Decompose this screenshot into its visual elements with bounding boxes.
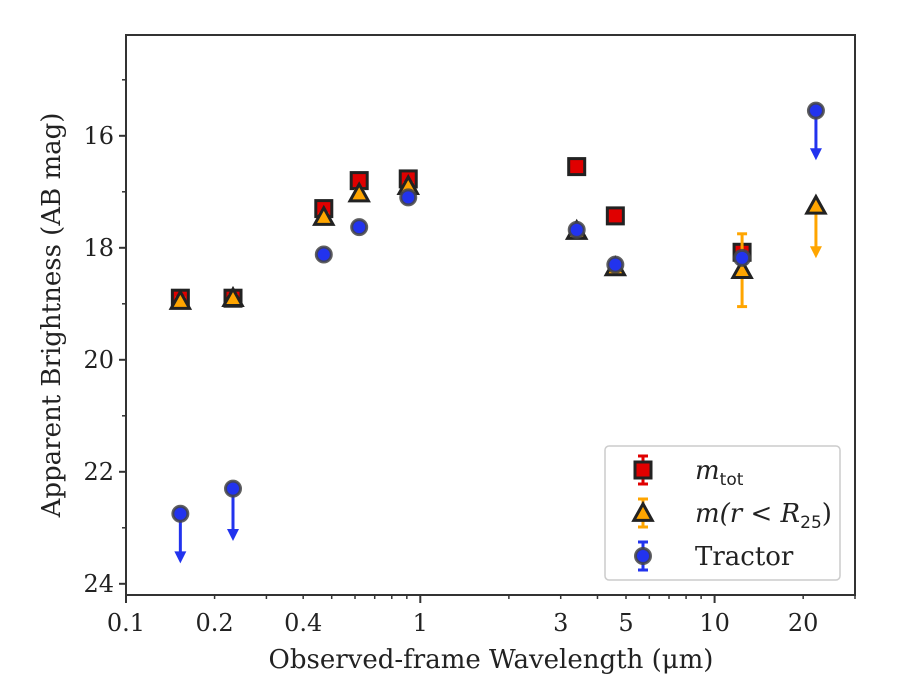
series-tractor-point bbox=[350, 218, 369, 237]
legend-item-mtot-marker bbox=[633, 460, 653, 480]
x-tick-label: 20 bbox=[788, 609, 819, 637]
x-tick-label: 0.1 bbox=[107, 609, 145, 637]
series-m-r25-point bbox=[804, 193, 828, 215]
series-mtot bbox=[170, 157, 752, 308]
x-tick-label: 0.4 bbox=[284, 609, 322, 637]
series-tractor-arrow-head bbox=[809, 148, 822, 161]
series-tractor-arrow-head bbox=[174, 551, 187, 564]
y-tick-label: 20 bbox=[83, 346, 114, 374]
series-m-r25-point bbox=[168, 288, 193, 310]
x-tick-label: 10 bbox=[699, 609, 730, 637]
series-m-r25-point bbox=[312, 204, 336, 226]
series-tractor bbox=[171, 101, 825, 564]
legend-item-m-r25: m(r < R25) bbox=[631, 497, 832, 533]
series-m-r25-arrow-head bbox=[809, 246, 822, 259]
legend-box bbox=[604, 445, 841, 581]
series-m-r25-point bbox=[221, 285, 245, 308]
x-tick-label: 1 bbox=[413, 609, 428, 637]
series-tractor-point bbox=[606, 255, 625, 274]
legend-item-tractor-marker bbox=[634, 547, 652, 565]
series-mtot-point bbox=[605, 206, 625, 226]
series-tractor-point bbox=[567, 220, 586, 239]
x-tick-label: 0.2 bbox=[196, 609, 234, 637]
x-tick-label: 3 bbox=[553, 609, 568, 637]
series-m-r25-point bbox=[347, 181, 371, 203]
legend-item-m-r25-marker bbox=[631, 500, 655, 522]
y-tick-label: 22 bbox=[83, 458, 114, 486]
y-tick-label: 18 bbox=[83, 234, 114, 262]
series-tractor-point bbox=[399, 188, 418, 207]
axes: 16 18 20 22 24 0.1 0.2 0.4 1 3 5 10 20 bbox=[83, 34, 856, 637]
legend-item-mtot: mtot bbox=[633, 454, 744, 490]
legend-item-tractor: Tractor bbox=[634, 540, 794, 572]
series-tractor-arrow-head bbox=[227, 529, 240, 541]
series-tractor-point bbox=[171, 504, 190, 523]
series-mtot-point bbox=[567, 157, 587, 177]
series-tractor-point bbox=[224, 479, 243, 498]
plot-frame bbox=[125, 34, 856, 596]
x-tick-label: 5 bbox=[618, 609, 633, 637]
x-axis-label: Observed-frame Wavelength (μm) bbox=[269, 645, 714, 675]
series-tractor-point bbox=[314, 245, 333, 264]
y-axis-label: Apparent Brightness (AB mag) bbox=[37, 113, 67, 519]
y-tick-label: 16 bbox=[83, 122, 114, 150]
plot-area bbox=[168, 101, 828, 564]
series-tractor-point bbox=[806, 101, 825, 120]
series-tractor-point bbox=[733, 248, 752, 267]
legend-item-mtot-label: mtot bbox=[695, 456, 744, 490]
series-m-r25-point bbox=[730, 257, 754, 280]
legend-item-m-r25-label: m(r < R25) bbox=[695, 499, 832, 533]
y-tick-label: 24 bbox=[83, 570, 114, 598]
series-m-r25 bbox=[168, 173, 828, 310]
legend-item-tractor-label: Tractor bbox=[695, 542, 794, 572]
legend: mtot m(r < R25) Tractor bbox=[604, 445, 841, 581]
